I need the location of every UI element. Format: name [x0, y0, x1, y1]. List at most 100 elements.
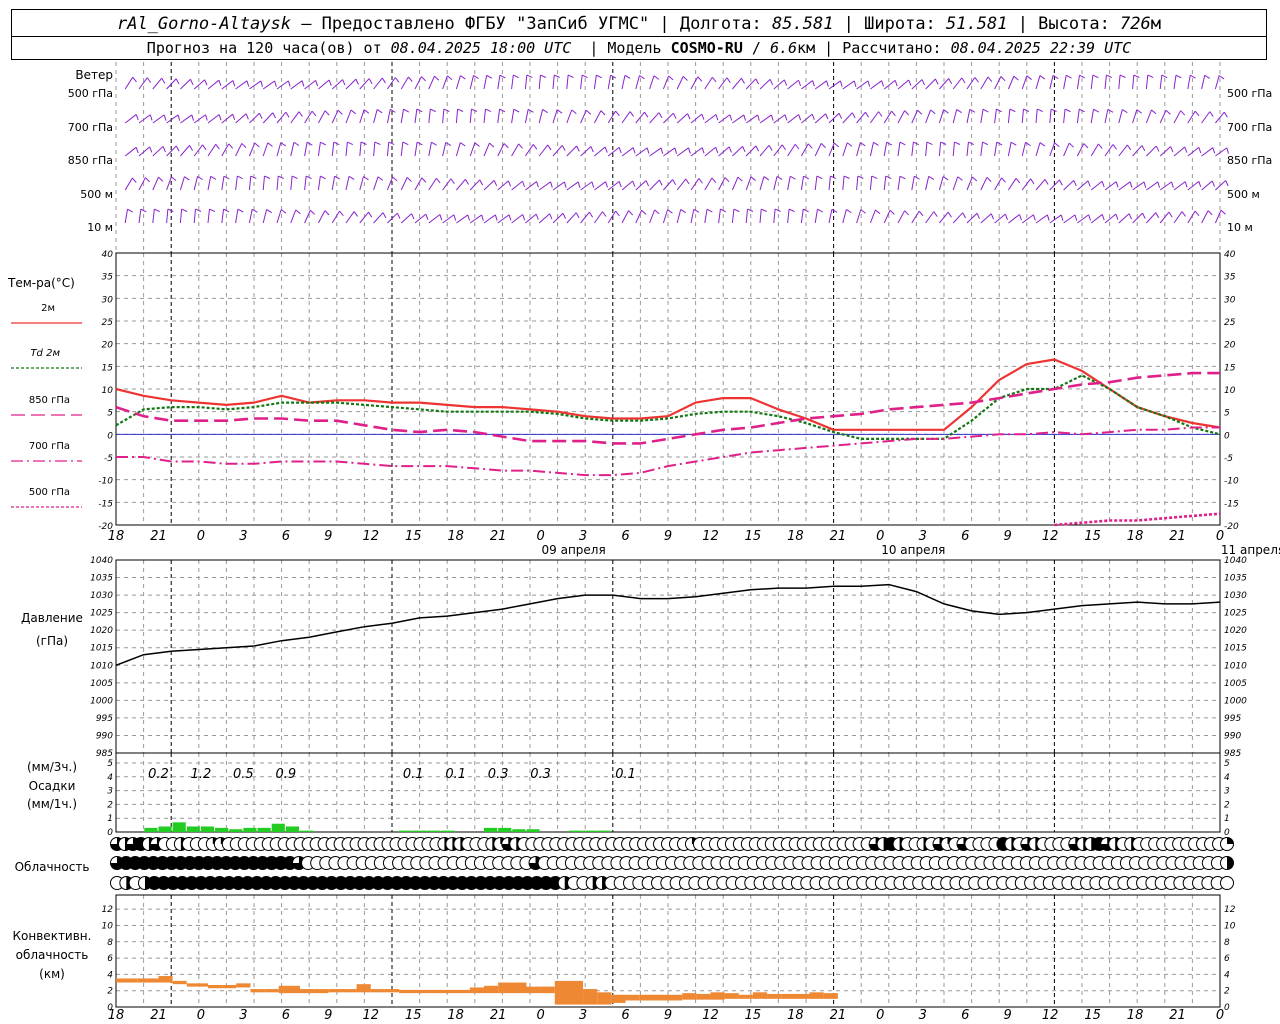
wind-barb-flag: [167, 208, 174, 212]
conv-bar: [526, 986, 541, 994]
pressure-ytick-right: 1030: [1224, 591, 1247, 601]
wind-barb-staff: [731, 209, 735, 224]
wind-barb-staff: [897, 176, 901, 191]
wind-level-label-right: 500 м: [1227, 188, 1260, 201]
wind-barb-flag: [928, 175, 935, 180]
wind-barb-flag: [250, 175, 257, 180]
wind-barb-flag: [127, 208, 134, 213]
wind-barb-staff: [290, 176, 293, 191]
altitude-value: 726: [1120, 14, 1151, 34]
wind-barb-staff: [1090, 109, 1094, 124]
wind-barb-staff: [442, 109, 445, 124]
x-hour-label-bottom: 18: [108, 1008, 125, 1023]
wind-barb-flag: [486, 74, 493, 79]
wind-barb-staff: [511, 109, 515, 124]
precip-total-label: 0.9: [276, 767, 297, 782]
wind-barb-flag: [1060, 214, 1064, 221]
wind-barb-staff: [649, 112, 660, 124]
wind-barb-staff: [304, 210, 311, 224]
wind-barb-flag: [298, 111, 303, 117]
wind-barb-staff: [704, 76, 713, 90]
wind-barb-staff: [124, 76, 134, 90]
wind-barb-flag: [1000, 76, 1006, 82]
wind-barb-flag: [653, 75, 660, 80]
wind-barb-staff: [718, 177, 726, 191]
pressure-ytick-left: 990: [96, 731, 113, 741]
wind-barb-staff: [304, 142, 308, 157]
x-hour-label-bottom: 0: [197, 1008, 205, 1023]
conv-bar: [767, 993, 782, 999]
wind-barb-flag: [392, 176, 398, 182]
wind-barb-flag: [1009, 108, 1016, 113]
wind-barb-staff: [814, 176, 818, 191]
wind-barb-staff: [1159, 146, 1171, 157]
wind-barb-staff: [994, 142, 998, 157]
wind-barb-flag: [1065, 74, 1072, 79]
wind-barb-flag: [353, 211, 359, 217]
precip-total-label: 1.2: [191, 767, 212, 782]
precip-panel-frame: [115, 752, 1221, 833]
wind-barb-staff: [883, 142, 888, 157]
wind-barb-flag: [843, 175, 850, 179]
wind-barb-staff: [400, 213, 412, 224]
precip-ytick-left: 5: [107, 759, 113, 769]
wind-barb-flag: [132, 177, 137, 183]
wind-barb-flag: [873, 141, 879, 146]
wind-barb-flag: [1033, 214, 1036, 221]
wind-barb-staff: [594, 146, 606, 157]
wind-barb-staff: [787, 79, 799, 90]
wind-barb-flag: [1223, 111, 1228, 118]
wind-barb-staff: [1118, 213, 1130, 224]
wind-barb-staff: [414, 213, 427, 224]
wind-barb-staff: [138, 177, 146, 191]
wind-barb-flag: [776, 175, 783, 181]
wind-barb-staff: [262, 209, 268, 224]
wind-barb-flag: [968, 141, 975, 146]
wind-barb-flag: [1001, 177, 1006, 183]
wind-barb-flag: [445, 141, 452, 146]
wind-barb-flag: [881, 80, 884, 87]
wind-barb-staff: [580, 75, 583, 90]
wind-barb-flag: [245, 113, 249, 120]
wind-barb-flag: [996, 108, 1003, 113]
wind-barb-staff: [718, 209, 721, 224]
wind-barb-flag: [337, 109, 343, 115]
wind-barb-flag: [743, 114, 747, 121]
cloud-symbol-fill: [1227, 856, 1234, 870]
wind-barb-staff: [690, 178, 700, 191]
x-hour-label-bottom: 18: [787, 1008, 804, 1023]
altitude-label: | Высота:: [1007, 14, 1121, 34]
wind-barb-staff: [800, 209, 804, 224]
wind-barb-flag: [532, 144, 538, 150]
wind-barb-flag: [310, 209, 316, 215]
conv-bar: [696, 993, 711, 1000]
precip-ylabel-top: (мм/3ч.): [27, 760, 77, 774]
wind-barb-flag: [485, 108, 492, 113]
wind-barb-staff: [552, 109, 558, 124]
wind-barb-flag: [1068, 142, 1074, 148]
wind-barb-flag: [508, 214, 512, 221]
wind-barb-staff: [276, 111, 287, 124]
x-hour-label-top: 21: [490, 529, 507, 544]
wind-barb-staff: [1159, 75, 1163, 90]
wind-barb-staff: [456, 214, 469, 224]
wind-barb-staff: [1187, 110, 1196, 124]
wind-barb-flag: [197, 175, 203, 181]
wind-barb-staff: [939, 211, 949, 224]
wind-barb-staff: [455, 75, 461, 90]
pressure-ytick-left: 1010: [90, 661, 113, 671]
wind-barb-flag: [1064, 108, 1071, 113]
wind-barb-staff: [759, 114, 772, 124]
wind-barb-staff: [317, 210, 326, 224]
wind-barb-staff: [704, 114, 717, 124]
wind-barb-staff: [456, 178, 466, 191]
wind-barb-flag: [567, 74, 574, 78]
wind-barb-flag: [503, 143, 509, 149]
conv-ytick-left: 2: [107, 987, 113, 997]
wind-barb-flag: [218, 80, 222, 87]
wind-barb-staff: [1077, 180, 1089, 191]
wind-barb-staff: [994, 109, 997, 124]
wind-barb-flag: [1175, 74, 1182, 79]
wind-barb-staff: [248, 209, 253, 224]
wind-barb-flag: [377, 176, 384, 181]
